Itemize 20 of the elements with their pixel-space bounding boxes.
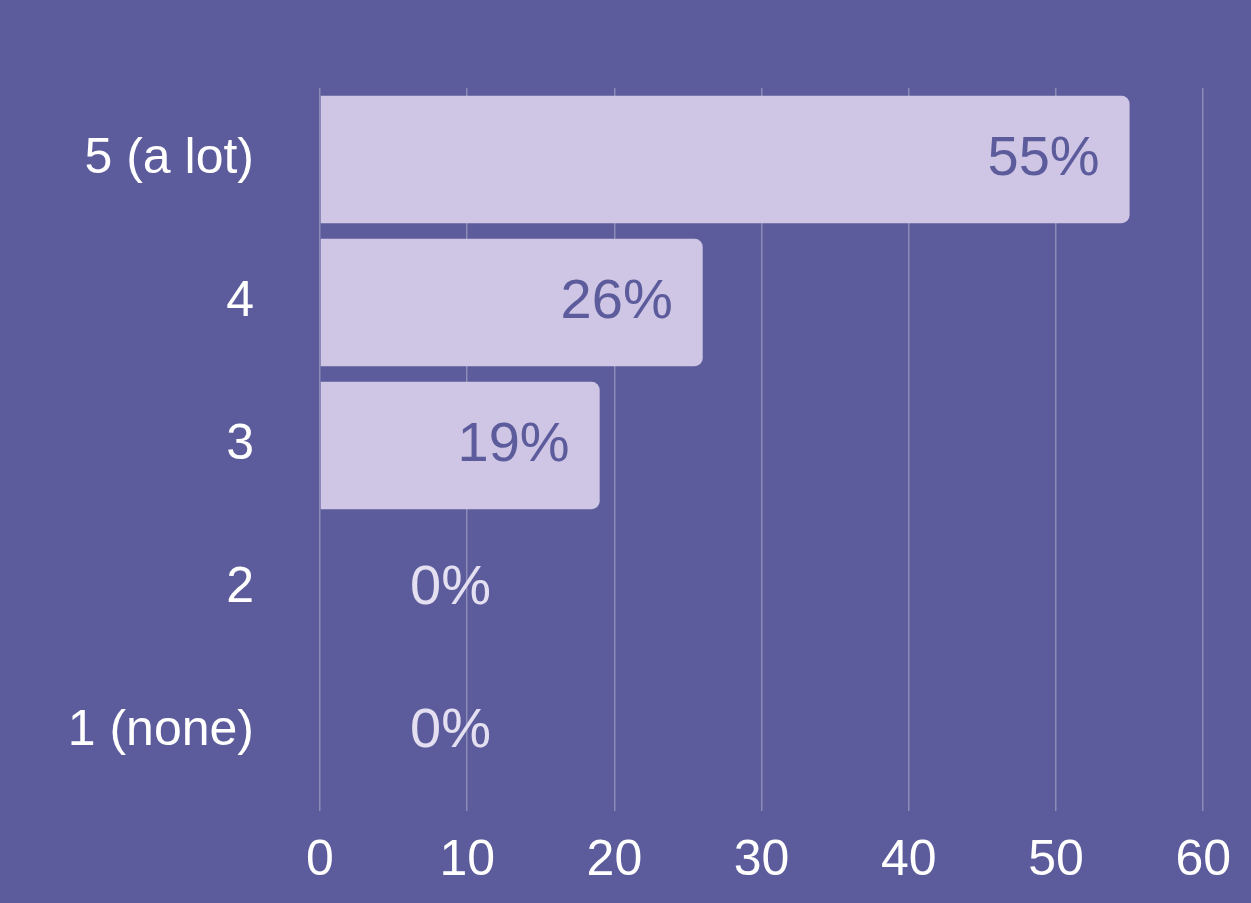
x-tick-label: 10: [439, 829, 496, 886]
bar: [320, 381, 600, 510]
data-label: 19%: [457, 409, 570, 473]
bar: [320, 95, 1130, 224]
x-tick-label: 20: [586, 829, 643, 886]
data-label: 26%: [560, 266, 673, 330]
x-tick-label: 30: [733, 829, 790, 886]
x-tick-label: 50: [1028, 829, 1084, 886]
x-tick-label: 40: [880, 829, 937, 886]
data-label: 0%: [410, 695, 491, 759]
y-tick-label: 1 (none): [67, 700, 254, 757]
y-tick-label: 5 (a lot): [84, 128, 254, 185]
bar: [320, 238, 703, 367]
data-label: 0%: [410, 552, 491, 616]
data-label: 55%: [987, 123, 1100, 187]
x-tick-label: 60: [1175, 829, 1231, 886]
y-tick-label: 4: [226, 271, 254, 328]
x-tick-label: 0: [306, 829, 334, 886]
y-tick-label: 2: [226, 557, 254, 614]
y-tick-label: 3: [226, 414, 254, 471]
